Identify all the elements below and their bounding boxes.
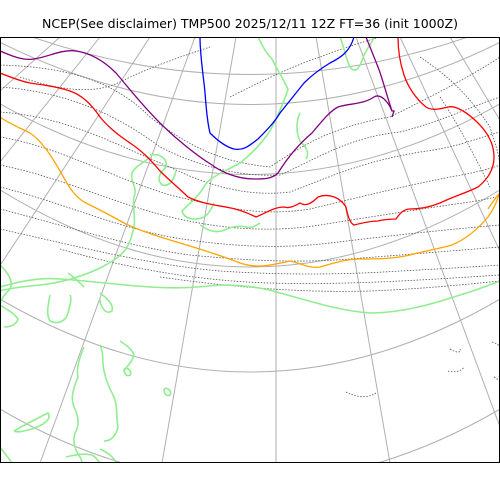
isotherm-line [229, 37, 381, 98]
isotherm-line [491, 341, 500, 348]
coast-segment [0, 277, 500, 314]
isotherm-line [0, 111, 500, 194]
meridian [39, 37, 196, 463]
coast-segment [65, 453, 101, 463]
isotherm-line [0, 164, 500, 230]
coast-segment [199, 222, 261, 233]
isotherm-line [0, 136, 500, 213]
meridian [0, 37, 151, 267]
meridian [315, 37, 391, 463]
latitude-circle [30, 37, 470, 75]
meridian [449, 37, 500, 122]
coast-segment [149, 153, 177, 187]
coast-segment [71, 346, 85, 463]
coast-segment [123, 367, 132, 377]
isotherm-line [19, 46, 211, 91]
coast-segment [0, 156, 151, 292]
coast-segment [0, 304, 19, 328]
latitude-circles [0, 37, 500, 463]
isotherm-orange [0, 116, 500, 269]
coast-segment [99, 448, 117, 463]
coast-segment [119, 340, 135, 372]
coast-segment [181, 37, 289, 220]
isotherm-line [0, 228, 500, 275]
coastline [0, 37, 500, 463]
coast-segment [99, 292, 114, 313]
isotherm-orange [487, 192, 500, 210]
meridian [355, 37, 500, 428]
latitude-circle [0, 298, 500, 373]
latitude-circle [0, 189, 500, 268]
meridians [0, 37, 500, 463]
coast-segment [99, 344, 119, 442]
isotherm-line [449, 348, 461, 353]
isotherm-line [0, 186, 500, 247]
meridian [0, 37, 61, 92]
isotherm-purple [365, 37, 393, 112]
isotherm-red [0, 37, 495, 226]
map-svg [0, 37, 500, 463]
isotherm-purple [0, 50, 395, 180]
isotherm-line [447, 366, 465, 373]
isotherm-line [0, 208, 500, 262]
map-frame-border [0, 37, 500, 463]
coast-segment [163, 387, 172, 397]
isotherm-line [0, 86, 500, 176]
minor-isotherms [0, 37, 500, 398]
isotherm-line [439, 96, 491, 188]
latitude-circle [0, 408, 500, 463]
coast-segment [13, 411, 50, 433]
coast-segment [67, 272, 85, 288]
coast-segment [0, 446, 13, 463]
map-panel [0, 37, 500, 463]
highlighted-isotherms [0, 37, 500, 269]
isotherm-line [0, 56, 500, 168]
meridian [399, 37, 500, 253]
isotherm-line [59, 248, 500, 284]
isotherm-line [345, 391, 377, 398]
coast-segment [0, 264, 13, 306]
isotherm-line [419, 56, 500, 168]
latitude-circle [0, 41, 500, 105]
meridian [0, 37, 101, 163]
coast-segment [296, 112, 309, 160]
isotherm-blue [199, 37, 355, 151]
meridian [161, 37, 237, 463]
coast-segment [46, 294, 72, 324]
chart-title: NCEP(See disclaimer) TMP500 2025/12/11 1… [41, 16, 458, 31]
